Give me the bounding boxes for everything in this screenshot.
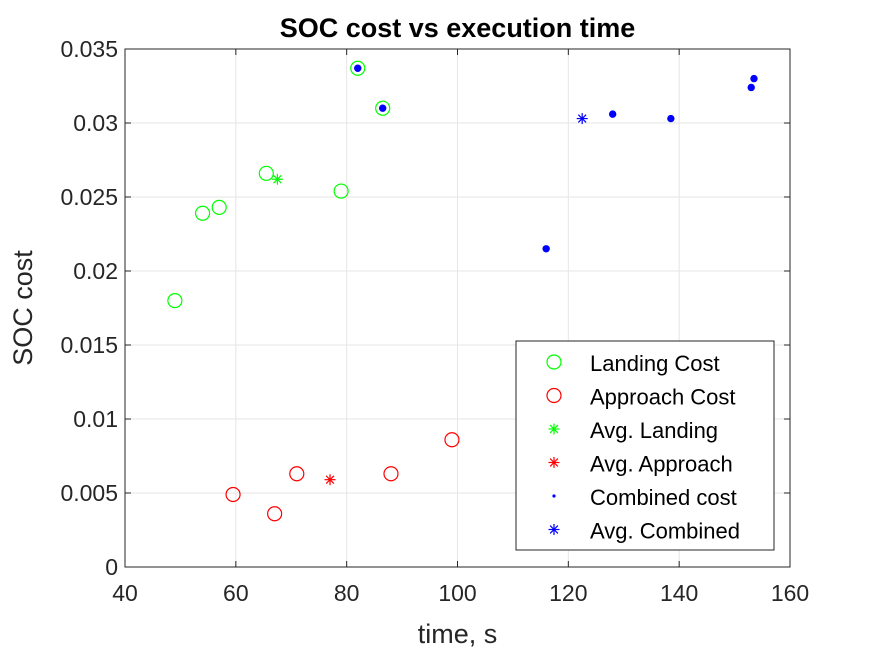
x-tick-label: 100 <box>438 580 476 606</box>
legend-marker <box>546 387 562 404</box>
series-4 <box>354 64 758 253</box>
legend-box <box>515 340 775 551</box>
data-point <box>383 466 399 482</box>
x-tick-label: 60 <box>223 580 249 606</box>
data-point <box>258 165 274 181</box>
data-point <box>354 64 362 72</box>
series-5 <box>576 113 588 125</box>
data-point <box>576 113 588 125</box>
legend: Landing Cost Approach Cost Avg. Landing Avg… <box>515 340 775 551</box>
data-point <box>289 466 305 482</box>
data-marks <box>167 60 758 522</box>
legend-label: Avg. Combined <box>590 519 740 544</box>
legend-item: Approach Cost <box>546 385 736 410</box>
legend-item: Avg. Approach <box>548 452 733 477</box>
data-point <box>333 183 349 199</box>
data-point <box>167 293 183 309</box>
x-axis-label: time, s <box>418 619 498 649</box>
series-0 <box>167 60 391 309</box>
legend-item: Avg. Landing <box>548 418 718 443</box>
axis-ticks <box>124 48 791 568</box>
data-point <box>747 83 755 92</box>
legend-marker <box>548 423 560 435</box>
y-tick-label: 0.02 <box>73 258 118 284</box>
legend-marker <box>546 354 562 370</box>
y-tick-labels: 0 0.005 0.01 0.015 0.02 0.025 0.03 0.035 <box>60 36 118 580</box>
legend-item: Avg. Combined <box>548 519 740 544</box>
data-point <box>324 474 336 486</box>
chart-title: SOC cost vs execution time <box>280 13 636 43</box>
y-tick-label: 0.005 <box>60 480 118 506</box>
x-tick-label: 120 <box>549 580 587 606</box>
y-tick-label: 0.01 <box>73 406 118 432</box>
legend-label: Avg. Approach <box>590 452 733 477</box>
y-tick-label: 0 <box>105 554 118 580</box>
data-point <box>378 104 387 112</box>
y-tick-label: 0.025 <box>60 184 118 210</box>
x-tick-label: 80 <box>334 580 360 606</box>
data-point <box>542 245 550 253</box>
x-tick-labels: 40 60 80 100 120 140 160 <box>112 580 809 606</box>
series-3 <box>324 474 336 486</box>
data-point <box>608 110 617 118</box>
data-point <box>271 173 283 185</box>
x-tick-label: 40 <box>112 580 138 606</box>
data-point <box>750 74 758 83</box>
legend-item: Combined cost <box>552 485 737 510</box>
data-point <box>267 506 283 522</box>
y-tick-label: 0.035 <box>60 36 118 62</box>
y-axis-label: SOC cost <box>8 250 38 366</box>
legend-label: Combined cost <box>590 485 737 510</box>
x-tick-label: 160 <box>771 580 809 606</box>
legend-marker <box>552 494 556 498</box>
legend-label: Landing Cost <box>590 351 720 376</box>
data-point <box>375 100 391 116</box>
series-1 <box>225 432 460 522</box>
y-tick-label: 0.015 <box>60 332 118 358</box>
legend-marker <box>548 457 560 468</box>
data-point <box>667 114 675 123</box>
data-point <box>350 60 366 76</box>
y-tick-label: 0.03 <box>73 110 118 136</box>
data-point <box>211 199 227 215</box>
data-point <box>225 486 241 503</box>
data-point <box>194 205 211 221</box>
x-tick-label: 140 <box>660 580 698 606</box>
legend-label: Approach Cost <box>590 385 736 410</box>
legend-label: Avg. Landing <box>590 418 718 443</box>
data-point <box>444 432 460 448</box>
series-2 <box>271 173 283 185</box>
legend-item: Landing Cost <box>546 351 720 376</box>
legend-marker <box>548 524 560 535</box>
